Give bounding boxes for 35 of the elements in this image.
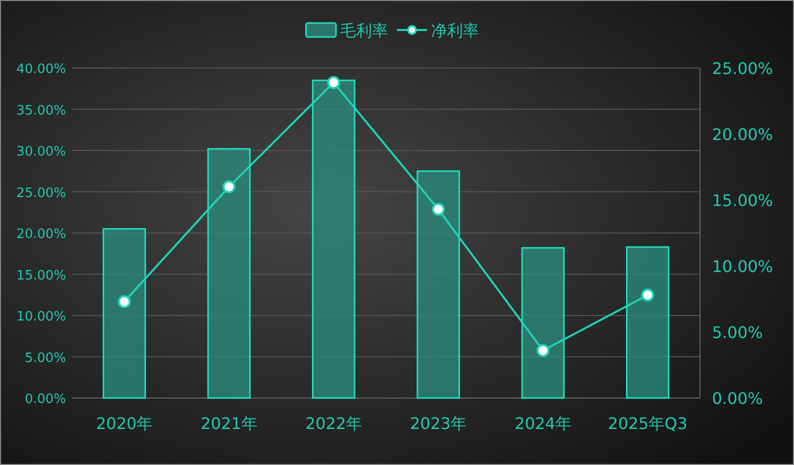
y-tick-label: 35.00%	[16, 103, 66, 118]
x-tick-label: 2025年Q3	[608, 414, 688, 433]
y-tick-label: 30.00%	[16, 144, 66, 160]
y-tick-label: 25.00%	[16, 186, 66, 201]
legend-label: 净利率	[431, 21, 479, 40]
y2-tick-label: 0.00%	[712, 389, 763, 408]
y-tick-label: 15.00%	[16, 268, 66, 284]
point	[536, 344, 550, 357]
x-tick-label: 2023年	[410, 414, 467, 433]
legend-label: 毛利率	[340, 21, 388, 40]
y-tick-label: 0.00%	[24, 392, 66, 407]
bar	[312, 80, 356, 399]
bar	[416, 170, 460, 399]
y-tick-label: 20.00%	[16, 227, 66, 242]
bar	[521, 247, 565, 399]
point	[641, 288, 654, 302]
y-tick-label: 10.00%	[16, 310, 66, 324]
point	[222, 180, 236, 194]
bar	[102, 228, 146, 399]
y2-tick-label: 15.00%	[712, 191, 774, 210]
x-tick-label: 2020年	[96, 414, 153, 433]
y-tick-label: 40.00%	[16, 62, 66, 77]
x-tick-label: 2022年	[305, 414, 362, 433]
y2-tick-label: 25.00%	[712, 59, 774, 78]
x-tick-label: 2024年	[514, 414, 572, 433]
bar	[207, 148, 251, 399]
point	[432, 202, 445, 216]
point	[118, 295, 131, 308]
x-tick-label: 2021年	[200, 414, 258, 433]
y2-tick-label: 5.00%	[712, 323, 763, 342]
point	[327, 76, 340, 90]
y2-tick-label: 20.00%	[712, 125, 774, 144]
bar	[626, 246, 670, 399]
y2-tick-label: 10.00%	[712, 257, 774, 276]
y-tick-label: 5.00%	[24, 350, 66, 366]
